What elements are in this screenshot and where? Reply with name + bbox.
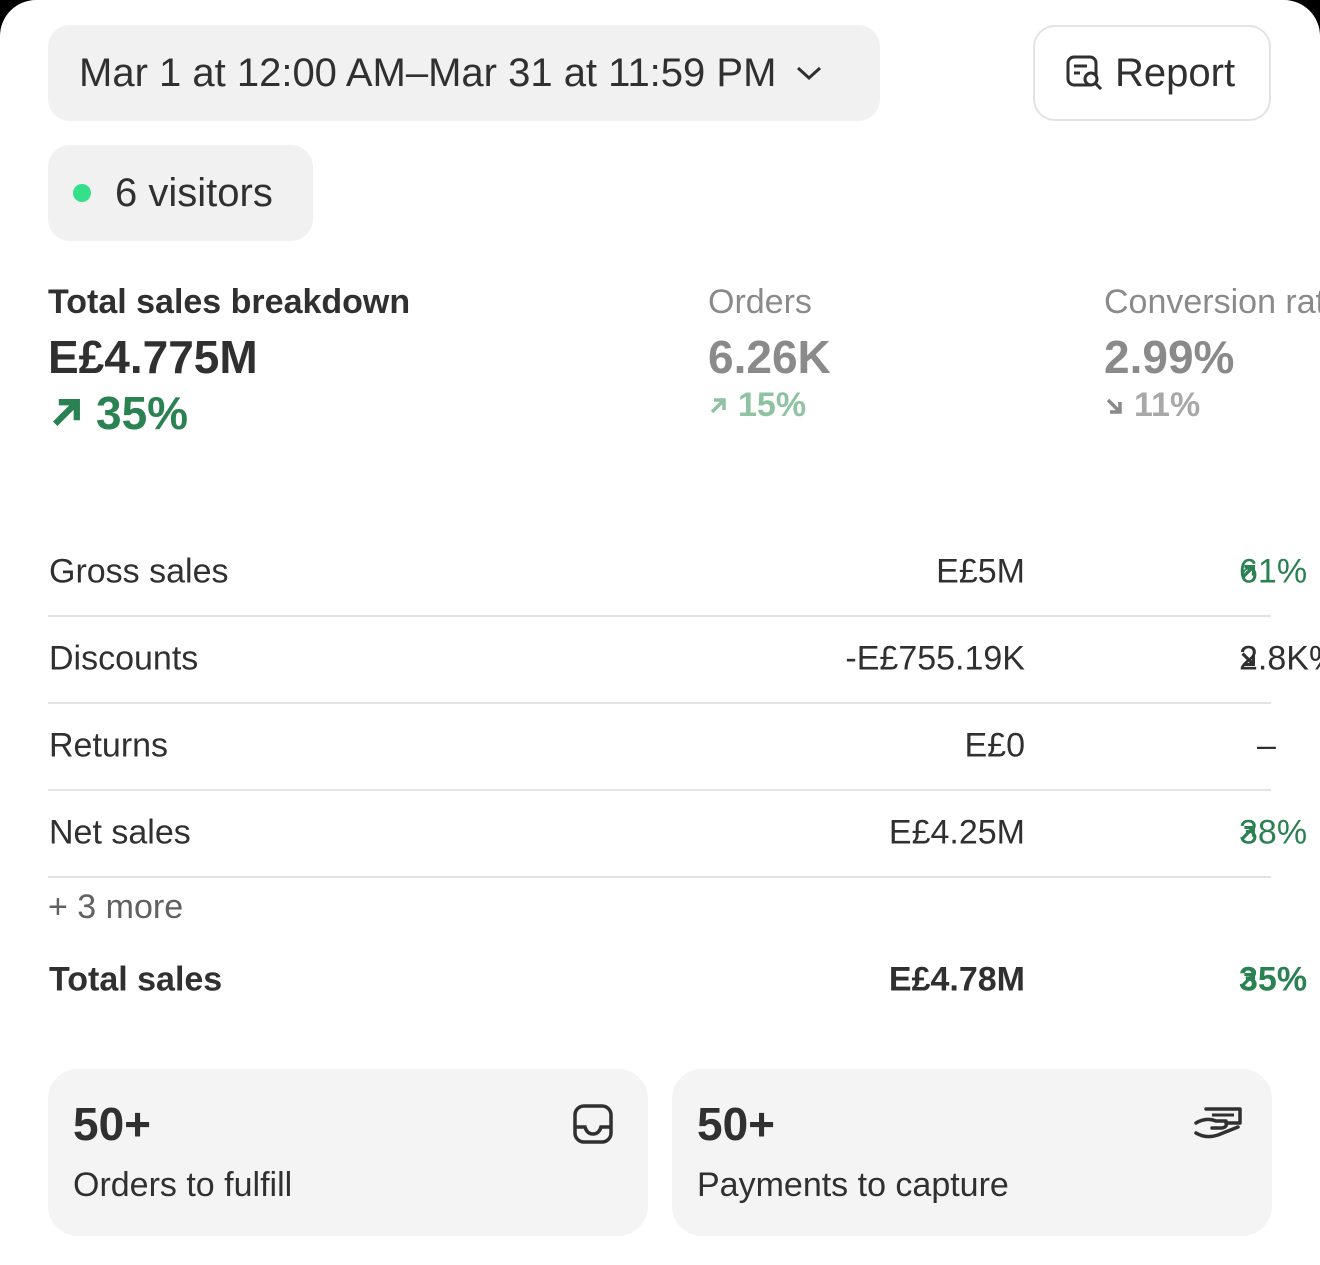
row-change-text: 61%	[1239, 552, 1308, 591]
trend-arrow-up	[1241, 826, 1255, 840]
metric-change-text: 15%	[738, 386, 807, 424]
row-change-text: –	[1257, 726, 1276, 765]
row-label: Total sales	[49, 960, 223, 999]
metric-label[interactable]: Conversion rate	[1104, 283, 1320, 321]
report-label: Report	[1115, 50, 1236, 95]
row-label: Returns	[49, 726, 169, 765]
row-label: Gross sales	[49, 552, 229, 591]
report-icon	[1066, 55, 1103, 91]
breakdown-row: Discounts -E£755.19K 2.8K%	[48, 616, 1320, 704]
metric-label[interactable]: Orders	[708, 283, 812, 321]
metric-change: 15%	[708, 386, 806, 425]
row-change: 38%	[1239, 814, 1307, 852]
breakdown-row: Net sales E£4.25M 38%	[48, 790, 1307, 878]
row-value: E£4.78M	[888, 960, 1025, 999]
visitors-text: 6 visitors	[115, 170, 273, 215]
breakdown-row: Returns E£0 –	[48, 703, 1276, 791]
row-value: E£5M	[936, 552, 1025, 591]
row-label: Discounts	[49, 639, 199, 678]
live-dot	[73, 184, 91, 202]
trend-arrow-up	[710, 397, 726, 413]
card-count: 50+	[697, 1098, 776, 1150]
date-range-button[interactable]: Mar 1 at 12:00 AM–Mar 31 at 11:59 PM	[48, 25, 880, 121]
row-change: 61%	[1239, 553, 1307, 591]
chevron-down-icon	[797, 66, 822, 81]
inbox-icon	[573, 1104, 613, 1144]
row-value: E£0	[964, 726, 1026, 765]
more-link[interactable]: + 3 more	[48, 888, 184, 926]
total-row: Total sales E£4.78M 35%	[48, 937, 1307, 1023]
trend-arrow-up	[1241, 565, 1255, 579]
card-label: Payments to capture	[697, 1166, 1009, 1204]
payments-card[interactable]: 50+ Payments to capture	[672, 1069, 1272, 1236]
metric-change: 11%	[1104, 386, 1200, 425]
payment-hand-icon	[1194, 1107, 1242, 1139]
metric-value: 6.26K	[708, 331, 831, 383]
trend-arrow-down	[1106, 398, 1122, 414]
metric-value: E£4.775M	[48, 331, 258, 383]
card-label: Orders to fulfill	[73, 1166, 293, 1204]
metric-change-text: 35%	[96, 387, 189, 439]
metric-change-text: 11%	[1134, 386, 1201, 424]
row-change-text: 35%	[1239, 960, 1308, 999]
row-change: 2.8K%	[1239, 640, 1320, 678]
date-range-text: Mar 1 at 12:00 AM–Mar 31 at 11:59 PM	[79, 50, 777, 95]
row-change: 35%	[1239, 961, 1307, 999]
card-count: 50+	[73, 1098, 152, 1150]
trend-arrow-down	[1241, 652, 1255, 666]
row-change-text: 38%	[1239, 813, 1308, 852]
trend-arrow-up	[52, 399, 80, 427]
row-value: E£4.25M	[888, 813, 1025, 852]
trend-arrow-up	[1241, 973, 1255, 987]
row-change-text: 2.8K%	[1239, 639, 1320, 678]
breakdown-row: Gross sales E£5M 61%	[48, 529, 1307, 617]
metric-value: 2.99%	[1104, 331, 1235, 383]
metric-change: 35%	[48, 386, 188, 440]
visitors-pill[interactable]: 6 visitors	[48, 145, 313, 241]
metric-label[interactable]: Total sales breakdown	[48, 283, 411, 321]
row-label: Net sales	[49, 813, 191, 852]
row-value: -E£755.19K	[845, 639, 1025, 678]
report-button[interactable]: Report	[1033, 25, 1271, 121]
orders-card[interactable]: 50+ Orders to fulfill	[48, 1069, 648, 1236]
